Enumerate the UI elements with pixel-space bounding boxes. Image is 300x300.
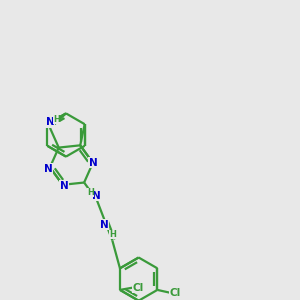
Text: N: N — [92, 190, 101, 200]
Text: N: N — [100, 220, 109, 230]
Text: H: H — [87, 188, 94, 197]
Text: Cl: Cl — [132, 283, 144, 292]
Text: N: N — [44, 164, 53, 173]
Text: Cl: Cl — [170, 288, 181, 298]
Text: N: N — [60, 181, 68, 191]
Text: N: N — [46, 118, 54, 128]
Text: H: H — [53, 115, 60, 124]
Text: N: N — [88, 158, 97, 168]
Text: H: H — [109, 230, 116, 239]
